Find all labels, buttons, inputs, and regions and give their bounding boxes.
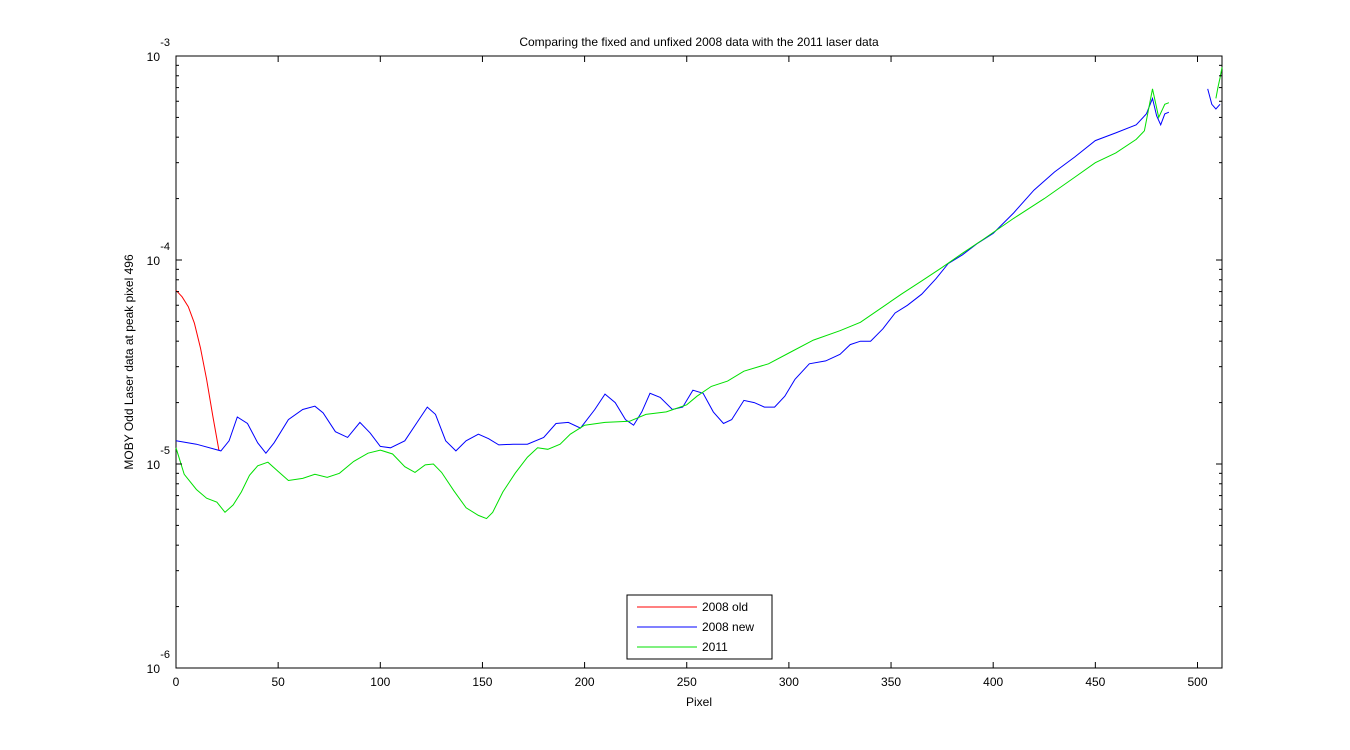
axis-ticks: 0 50 100 150 200 250 300 350 400 450 50010-610-510… <box>147 37 1222 689</box>
y-tick-label-exponent: -5 <box>160 445 170 457</box>
chart-title: Comparing the fixed and unfixed 2008 dat… <box>519 35 879 49</box>
x-tick-label: 200 <box>575 675 595 689</box>
x-tick-label: 300 <box>779 675 799 689</box>
y-tick-label-exponent: -3 <box>160 37 170 49</box>
x-tick-label: 350 <box>881 675 901 689</box>
x-tick-label: 50 <box>271 675 285 689</box>
legend-label: 2008 new <box>702 620 754 634</box>
y-tick-label-base: 10 <box>147 254 161 268</box>
x-tick-label: 500 <box>1187 675 1207 689</box>
legend-label: 2008 old <box>702 600 748 614</box>
series-line-2011-segment-2 <box>1215 67 1223 99</box>
y-tick-label-exponent: -6 <box>160 649 170 661</box>
y-axis-label: MOBY Odd Laser data at peak pixel 496 <box>122 254 136 470</box>
series-line-2011-segment-1 <box>175 88 1170 520</box>
x-axis-label: Pixel <box>686 695 712 709</box>
legend-label: 2011 <box>702 640 728 654</box>
y-tick-label-base: 10 <box>147 458 161 472</box>
x-tick-label: 0 <box>173 675 180 689</box>
x-tick-label: 100 <box>370 675 390 689</box>
x-tick-label: 400 <box>983 675 1003 689</box>
y-tick-label-exponent: -4 <box>160 241 170 253</box>
series-line-2008-old-segment-1 <box>175 289 220 451</box>
plot-area <box>175 55 1223 669</box>
x-tick-label: 450 <box>1085 675 1105 689</box>
legend: 2008 old 2008 new 2011 <box>626 594 773 660</box>
series-layer <box>175 67 1223 520</box>
y-tick-label-base: 10 <box>147 50 161 64</box>
x-tick-label: 250 <box>677 675 697 689</box>
series-line-2008-new-segment-2 <box>1207 88 1221 110</box>
y-tick-label-base: 10 <box>147 662 161 676</box>
legend-entries: 2008 old 2008 new 2011 <box>637 600 754 654</box>
x-tick-label: 150 <box>472 675 492 689</box>
